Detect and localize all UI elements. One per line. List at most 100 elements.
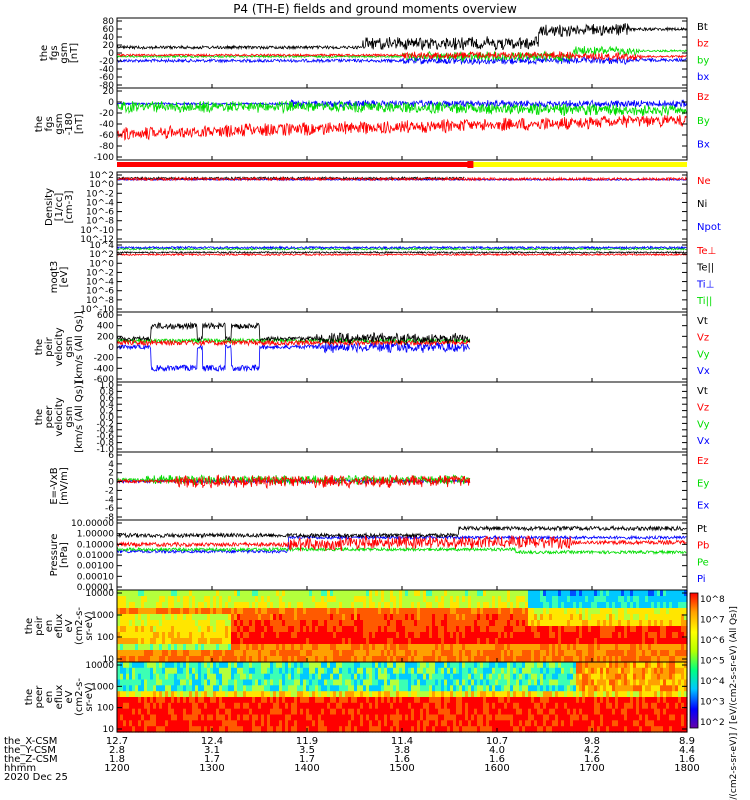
heat-cell — [426, 702, 430, 710]
heat-cell — [546, 650, 550, 657]
heat-cell — [672, 720, 676, 727]
heat-cell — [480, 702, 484, 710]
heat-cell — [591, 685, 595, 692]
heat-cell — [393, 714, 397, 721]
heat-cell — [573, 702, 577, 710]
heat-cell — [405, 656, 409, 663]
heat-cell — [264, 638, 268, 645]
heat-cell — [162, 714, 166, 721]
heat-cell — [615, 626, 619, 633]
heat-cell — [159, 602, 163, 609]
heat-cell — [276, 697, 280, 704]
xaxis-value: 4.0 — [489, 745, 505, 756]
heat-cell — [297, 679, 301, 686]
heat-cell — [348, 590, 352, 597]
heat-cell — [381, 626, 385, 633]
heat-cell — [507, 714, 511, 721]
heat-cell — [354, 691, 358, 698]
heat-cell — [210, 708, 214, 716]
heat-cell — [618, 697, 622, 704]
heat-cell — [402, 626, 406, 633]
heat-cell — [201, 656, 205, 663]
heat-cell — [465, 673, 469, 681]
heat-cell — [669, 602, 673, 609]
heat-cell — [543, 614, 547, 621]
heat-cell — [477, 662, 481, 669]
heat-cell — [249, 602, 253, 609]
heat-cell — [201, 673, 205, 681]
heat-cell — [573, 662, 577, 669]
heat-cell — [390, 638, 394, 645]
heat-cell — [426, 697, 430, 704]
heat-cell — [144, 708, 148, 716]
heat-cell — [633, 602, 637, 609]
heat-cell — [588, 626, 592, 633]
heat-cell — [336, 608, 340, 615]
heat-cell — [240, 650, 244, 657]
heat-cell — [216, 685, 220, 692]
heat-cell — [186, 662, 190, 669]
heat-cell — [174, 656, 178, 663]
heat-cell — [258, 702, 262, 710]
heat-cell — [531, 720, 535, 727]
heat-cell — [225, 626, 229, 633]
heat-cell — [528, 667, 532, 675]
heat-cell — [174, 602, 178, 609]
heat-cell — [231, 662, 235, 669]
heat-cell — [297, 620, 301, 627]
heat-cell — [474, 650, 478, 657]
heat-cell — [561, 697, 565, 704]
heat-cell — [225, 596, 229, 603]
heat-cell — [648, 702, 652, 710]
heat-cell — [513, 650, 517, 657]
ylabel-line: the — [34, 339, 45, 355]
heat-cell — [297, 702, 301, 710]
heat-cell — [291, 614, 295, 621]
heat-cell — [156, 650, 160, 657]
heat-cell — [576, 667, 580, 675]
heat-cell — [132, 702, 136, 710]
heat-cell — [177, 720, 181, 727]
heat-cell — [432, 726, 436, 733]
heat-cell — [546, 614, 550, 621]
heat-cell — [387, 685, 391, 692]
heat-cell — [180, 726, 184, 733]
heat-cell — [603, 708, 607, 716]
heat-cell — [186, 608, 190, 615]
heat-cell — [171, 708, 175, 716]
heat-cell — [582, 679, 586, 686]
heat-cell — [129, 590, 133, 597]
heat-cell — [435, 697, 439, 704]
heat-cell — [363, 708, 367, 716]
heat-cell — [564, 638, 568, 645]
heat-cell — [336, 679, 340, 686]
heat-cell — [186, 667, 190, 675]
heat-cell — [585, 602, 589, 609]
heat-cell — [657, 614, 661, 621]
heat-cell — [513, 608, 517, 615]
heat-cell — [570, 714, 574, 721]
heat-cell — [516, 632, 520, 639]
heat-cell — [543, 720, 547, 727]
heat-cell — [636, 708, 640, 716]
heat-cell — [141, 596, 145, 603]
heat-cell — [660, 667, 664, 675]
heat-cell — [126, 702, 130, 710]
heat-cell — [534, 697, 538, 704]
ytick-label: 0.4 — [100, 400, 115, 410]
ytick-label: 0 — [108, 98, 114, 108]
heat-cell — [528, 679, 532, 686]
heat-cell — [576, 638, 580, 645]
heat-cell — [372, 650, 376, 657]
ytick-label: 10^-4 — [86, 198, 114, 208]
heat-cell — [642, 620, 646, 627]
heat-cell — [300, 590, 304, 597]
heat-cell — [444, 590, 448, 597]
heat-cell — [672, 673, 676, 681]
heat-cell — [294, 596, 298, 603]
heat-cell — [474, 644, 478, 651]
heat-cell — [387, 667, 391, 675]
heat-cell — [570, 632, 574, 639]
heat-cell — [519, 697, 523, 704]
heat-cell — [309, 620, 313, 627]
